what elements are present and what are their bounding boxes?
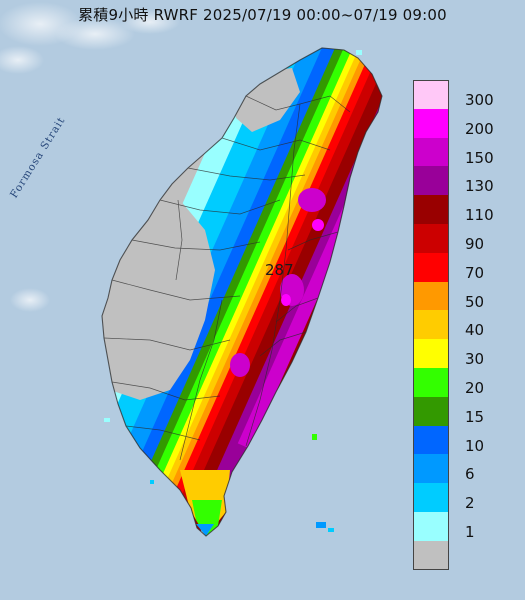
legend-swatch [413, 224, 449, 254]
map-title: 累積9小時 RWRF 2025/07/19 00:00~07/19 09:00 [78, 6, 447, 24]
legend-label: 70 [465, 263, 485, 282]
legend-label: 130 [465, 177, 494, 196]
legend-label: 150 [465, 148, 494, 167]
legend-swatch [413, 252, 449, 283]
legend-swatch [413, 80, 449, 110]
legend-swatch [413, 483, 449, 513]
legend-label: 30 [465, 350, 485, 369]
taiwan-island [102, 48, 382, 536]
legend-swatch [413, 512, 449, 542]
cloud-patches [0, 2, 180, 312]
legend-swatch [413, 425, 449, 455]
legend-swatch [413, 339, 449, 369]
legend-swatch [413, 310, 449, 340]
legend-swatch [413, 108, 449, 139]
legend-label: 20 [465, 379, 485, 397]
legend-swatch [413, 396, 449, 427]
legend-label: 6 [465, 465, 475, 484]
legend-swatch [413, 540, 449, 571]
legend-swatch [413, 454, 449, 484]
legend-label: 15 [465, 407, 485, 426]
legend-swatch [413, 166, 449, 196]
color-legend: 300 200 150 130 110 90 70 50 40 30 20 15 10 6 2 1 [413, 80, 519, 571]
legend-swatch [413, 137, 449, 167]
peak-value-label: 287 [265, 261, 294, 279]
legend-swatch [413, 195, 449, 225]
legend-label: 40 [465, 321, 485, 340]
legend-swatch [413, 368, 449, 398]
sea-echoes [104, 50, 362, 532]
boundary-lines [101, 47, 383, 537]
legend-swatch [413, 281, 449, 311]
legend-label: 90 [465, 235, 485, 253]
legend-label: 2 [465, 494, 475, 513]
legend-label: 300 [465, 91, 494, 109]
legend-label: 200 [465, 119, 494, 138]
legend-label: 50 [465, 292, 485, 311]
legend-label: 10 [465, 436, 485, 455]
legend-label: 1 [465, 523, 475, 541]
legend-label: 110 [465, 206, 494, 225]
